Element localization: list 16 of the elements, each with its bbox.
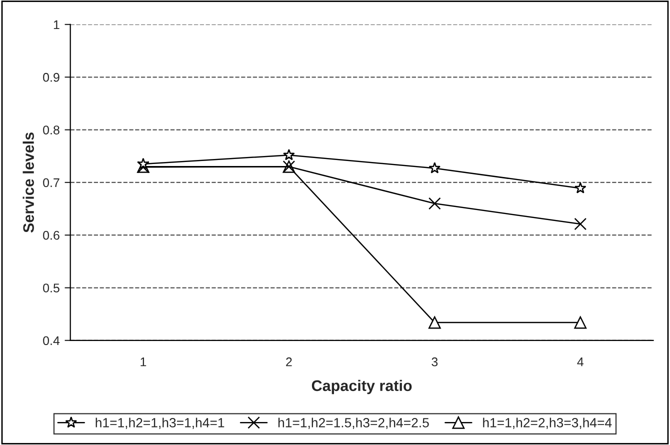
legend-label: h1=1,h2=1,h3=1,h4=1: [96, 418, 224, 429]
y-tick-label: 0.9: [43, 72, 60, 82]
x-axis-title: Capacity ratio: [312, 380, 412, 394]
y-tick-label: 0.5: [43, 284, 60, 292]
y-axis-title: Service levels: [22, 132, 34, 233]
y-tick-label: 0.4: [43, 336, 60, 346]
x-tick-label: 1: [140, 358, 146, 366]
x-tick-label: 2: [286, 357, 292, 366]
y-tick-label: 0.7: [43, 178, 60, 188]
y-tick-label: 0.8: [43, 126, 60, 134]
y-tick-label: 1: [54, 20, 60, 30]
x-tick-label: 3: [432, 357, 438, 366]
y-tick-label: 0.6: [43, 230, 60, 240]
legend-label: h1=1,h2=2,h3=3,h4=4: [483, 418, 612, 429]
legend-label: h1=1,h2=1.5,h3=2,h4=2.5: [278, 418, 429, 429]
x-tick-label: 4: [577, 358, 584, 366]
